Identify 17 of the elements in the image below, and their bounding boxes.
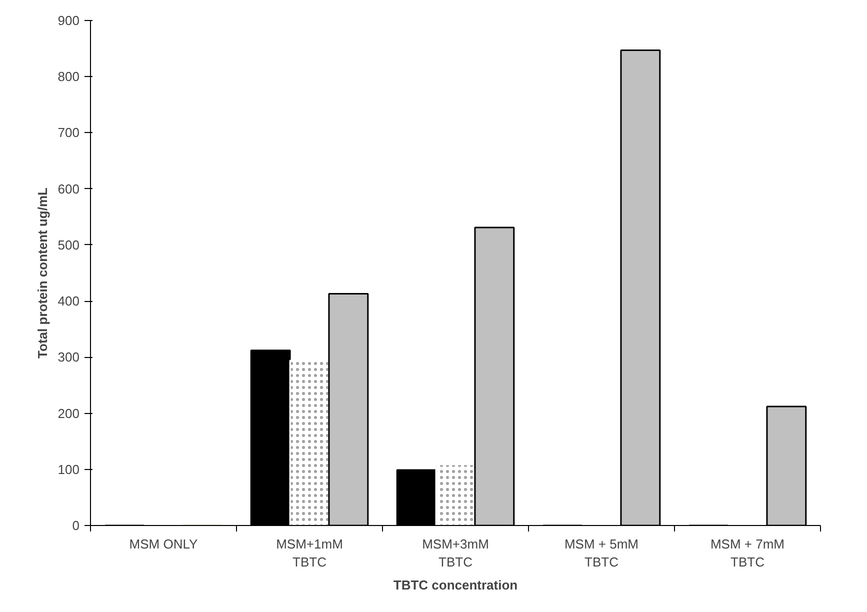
- x-tick-label: MSM+1mM TBTC: [276, 536, 343, 570]
- y-tick-label: 600: [58, 181, 80, 196]
- y-tick-label: 0: [72, 518, 80, 533]
- y-axis-title: Total protein content ug/mL: [34, 187, 50, 358]
- y-tick-label: 400: [58, 294, 80, 309]
- y-tick-label: 100: [58, 462, 80, 477]
- y-tick-label: 800: [58, 69, 80, 84]
- y-tick-label: 200: [58, 406, 80, 421]
- y-tick-label: 700: [58, 125, 80, 140]
- x-tick-label: MSM + 5mM TBTC: [564, 536, 639, 570]
- x-tick-label: MSM ONLY: [129, 536, 198, 552]
- y-tick-label: 500: [58, 237, 80, 252]
- y-tick-label: 300: [58, 350, 80, 365]
- x-tick-label: MSM + 7mM TBTC: [710, 536, 785, 570]
- x-axis-title: TBTC concentration: [393, 578, 518, 592]
- x-tick-label: MSM+3mM TBTC: [422, 536, 489, 570]
- y-tick-label: 900: [58, 13, 80, 28]
